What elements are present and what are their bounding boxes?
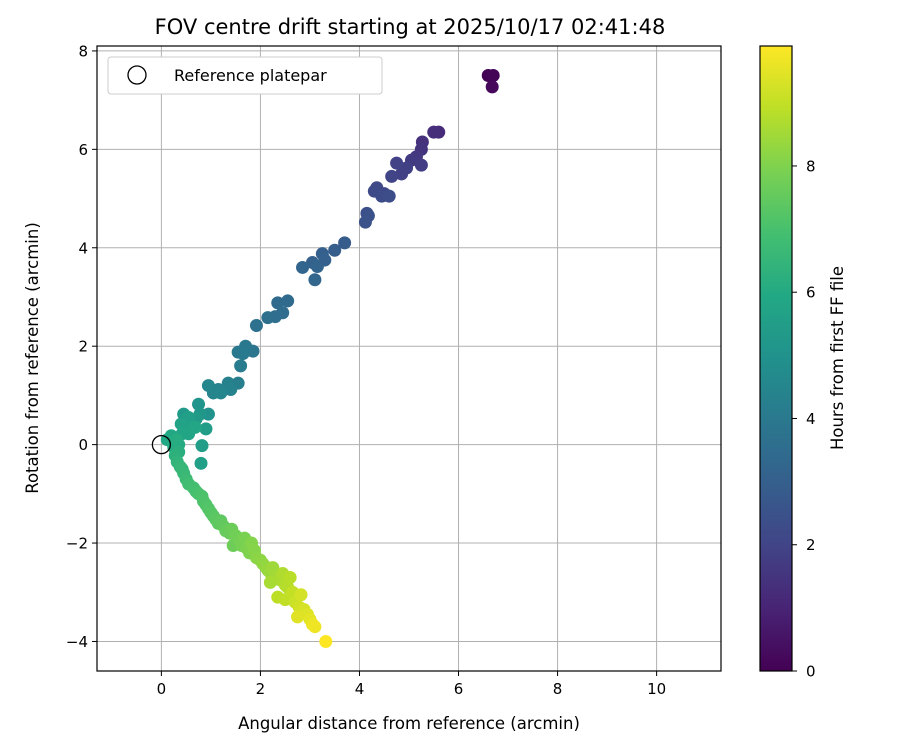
x-tick-label: 10 <box>647 680 666 698</box>
scatter-point <box>199 422 213 436</box>
scatter-point <box>194 456 208 470</box>
colorbar: 0 2 4 6 8 Hours from first FF file <box>759 45 847 681</box>
x-tick-label: 4 <box>355 680 365 698</box>
x-tick-label: 6 <box>454 680 464 698</box>
scatter-point <box>382 189 396 203</box>
scatter-point <box>249 319 263 333</box>
y-tick-label: 0 <box>78 436 88 454</box>
scatter-point <box>195 439 209 453</box>
x-axis-label: Angular distance from reference (arcmin) <box>238 714 580 733</box>
legend-box <box>107 56 383 95</box>
scatter-point <box>390 156 404 170</box>
scatter-point <box>328 243 342 257</box>
legend: Reference platepar <box>107 56 383 95</box>
x-tick-label: 8 <box>553 680 563 698</box>
scatter-point <box>486 69 500 83</box>
legend-marker-reference <box>127 65 147 85</box>
scatter-point <box>263 575 277 589</box>
chart-title: FOV centre drift starting at 2025/10/17 … <box>155 15 666 39</box>
scatter-point <box>261 311 275 325</box>
reference-point-marker <box>151 434 172 455</box>
y-tick-label: 6 <box>78 141 88 159</box>
y-tick-label: 8 <box>78 42 88 60</box>
scatter-point <box>338 236 352 250</box>
legend-label-reference: Reference platepar <box>174 66 327 85</box>
y-tick-label: −4 <box>66 633 88 651</box>
scatter-point <box>236 347 250 361</box>
scatter-point <box>296 260 310 274</box>
scatter-point <box>201 379 215 393</box>
scatter-point <box>319 634 333 648</box>
colorbar-tick-label: 4 <box>806 410 816 428</box>
scatter-point <box>485 80 499 94</box>
x-tick-label: 2 <box>256 680 266 698</box>
grid <box>97 46 721 671</box>
scatter-point <box>385 169 399 183</box>
colorbar-ticks: 0 2 4 6 8 <box>792 157 816 681</box>
scatter-point <box>271 296 285 310</box>
scatter-point <box>308 273 322 287</box>
plot-area <box>96 45 722 672</box>
scatter-point <box>308 620 322 634</box>
scatter-point <box>169 433 183 447</box>
colorbar-tick-label: 6 <box>806 284 816 302</box>
scatter-point <box>283 570 297 584</box>
scatter-point <box>427 125 441 139</box>
scatter-point <box>310 259 324 273</box>
colorbar-tick-label: 8 <box>806 157 816 175</box>
scatter-point <box>414 158 428 172</box>
scatter-point <box>214 386 228 400</box>
y-tick-label: 4 <box>78 239 88 257</box>
scatter-point <box>358 215 372 229</box>
scatter-point <box>224 383 238 397</box>
scatter-point <box>174 417 188 431</box>
scatter-point <box>291 610 305 624</box>
x-tick-label: 0 <box>157 680 167 698</box>
scatter-point <box>192 397 206 411</box>
colorbar-tick-label: 2 <box>806 536 816 554</box>
scatter-point <box>294 588 308 602</box>
plot-frame <box>96 45 722 672</box>
colorbar-label: Hours from first FF file <box>828 266 847 450</box>
colorbar-tick-label: 0 <box>806 663 816 681</box>
x-axis-ticks: 0 2 4 6 8 10 <box>157 671 666 698</box>
colorbar-gradient <box>759 45 793 672</box>
scatter-point <box>188 420 202 434</box>
plot-background <box>97 46 721 671</box>
scatter-point <box>281 294 295 308</box>
y-axis-label: Rotation from reference (arcmin) <box>23 222 42 494</box>
y-tick-label: 2 <box>78 338 88 356</box>
y-tick-label: −2 <box>66 535 88 553</box>
scatter-point <box>395 167 409 181</box>
scatter-point <box>234 359 248 373</box>
y-axis-ticks: −4 −2 0 2 4 6 8 <box>66 42 97 651</box>
